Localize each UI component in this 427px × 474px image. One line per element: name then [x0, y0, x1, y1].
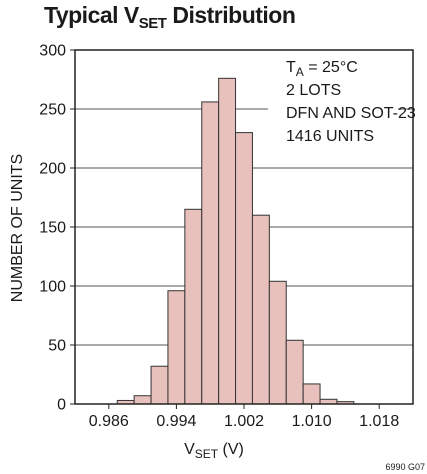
- histogram-bar: [302, 383, 321, 405]
- y-tick-label: 250: [39, 102, 66, 119]
- y-tick-label: 0: [57, 397, 66, 414]
- x-tick-label: 1.002: [224, 413, 264, 430]
- histogram-bar: [218, 77, 237, 405]
- x-axis-label: VSET (V): [184, 441, 244, 461]
- histogram-bar: [133, 395, 152, 405]
- y-tick-label: 200: [39, 161, 66, 178]
- histogram-bar: [285, 339, 304, 405]
- title-suffix: Distribution: [166, 2, 296, 28]
- x-tick-label: 1.018: [359, 413, 399, 430]
- histogram-bar: [268, 280, 287, 405]
- title-prefix: Typical V: [44, 2, 139, 28]
- y-tick-label: 150: [39, 220, 66, 237]
- y-tick-label: 100: [39, 279, 66, 296]
- annotation-temperature: TA = 25°C: [286, 59, 358, 79]
- histogram-bar: [167, 290, 186, 405]
- y-ticks: 0 50 100 150 200 250 300: [39, 43, 75, 414]
- annotation-lots: 2 LOTS: [286, 82, 341, 99]
- figure-number: 6990 G07: [385, 462, 425, 472]
- annotation-packages: DFN AND SOT-23: [286, 105, 416, 122]
- histogram-bar: [235, 132, 253, 405]
- histogram-bar: [150, 365, 169, 405]
- x-tick-label: 0.986: [89, 413, 129, 430]
- histogram-bar: [184, 208, 203, 405]
- title-sub: SET: [138, 15, 167, 32]
- y-tick-label: 50: [48, 338, 66, 355]
- x-tick-label: 0.994: [156, 413, 196, 430]
- x-ticks: 0.986 0.994 1.002 1.010 1.018: [89, 404, 399, 430]
- y-tick-label: 300: [39, 43, 66, 60]
- y-axis-label: NUMBER OF UNITS: [9, 154, 26, 302]
- histogram-bar: [201, 101, 220, 405]
- histogram-bar: [251, 214, 270, 405]
- chart-title: Typical VSET Distribution: [44, 2, 296, 32]
- annotation-backdrop: [268, 52, 398, 148]
- bars: [116, 77, 355, 405]
- x-tick-label: 1.010: [292, 413, 332, 430]
- annotation-units: 1416 UNITS: [286, 128, 374, 145]
